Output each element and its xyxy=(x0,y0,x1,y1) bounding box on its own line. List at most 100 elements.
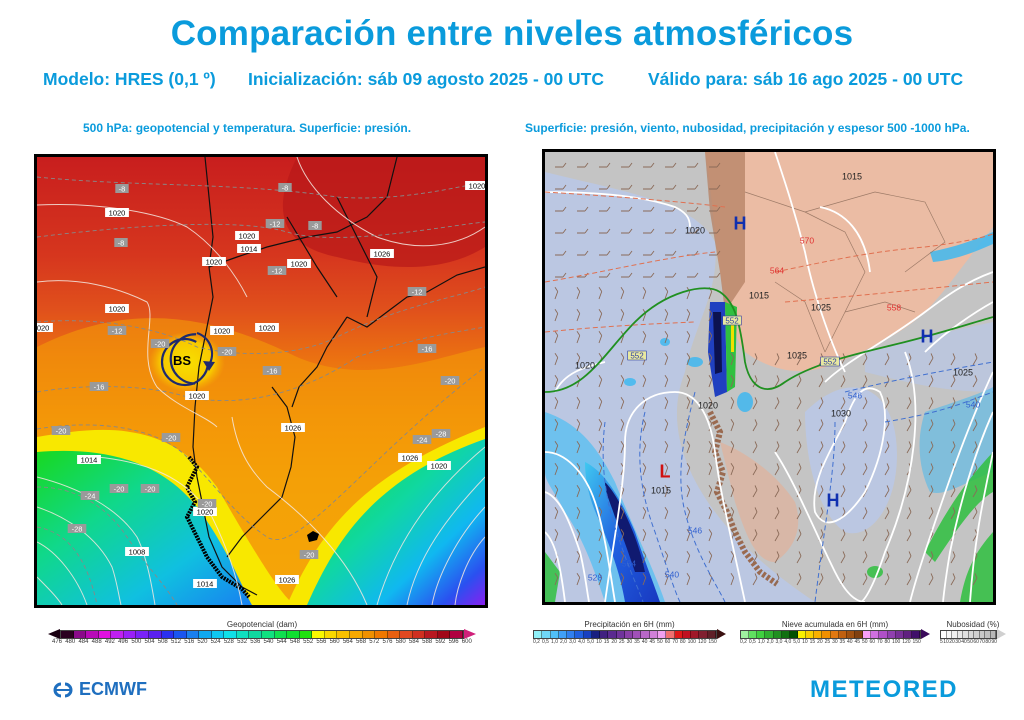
legend-color-bar xyxy=(940,629,997,639)
bs-label: BS xyxy=(173,353,192,368)
isobar-label: 1020 xyxy=(575,361,595,371)
legend-max-arrow xyxy=(717,629,726,639)
legend-swatch xyxy=(148,630,162,638)
legend-tick: 544 xyxy=(276,639,287,645)
legend-tick: 572 xyxy=(369,639,380,645)
valid-label: Válido para: sáb 16 ago 2025 - 00 UTC xyxy=(648,69,964,89)
high-pressure-marker: H xyxy=(827,491,840,511)
isobar-label: 1025 xyxy=(787,351,807,361)
isobar-label: 1014 xyxy=(81,456,98,465)
legend-title: Nubosidad (%) xyxy=(946,620,1000,629)
legend-tick: 548 xyxy=(289,639,300,645)
isobar-label: 1020 xyxy=(685,226,705,236)
legend-swatch xyxy=(262,630,275,638)
snow-legend: Nieve acumulada en 6H (mm) 0,2 0,5 1,0 2,0 3,… xyxy=(740,620,930,645)
isobar-label: 1020 xyxy=(214,327,231,336)
legend-tick: 580 xyxy=(395,639,406,645)
legend-swatch xyxy=(123,630,137,638)
temperature-label: -12 xyxy=(112,327,123,336)
legend-tick: 528 xyxy=(223,639,234,645)
legend-min-arrow xyxy=(48,629,60,639)
legend-title: Nieve acumulada en 6H (mm) xyxy=(781,620,889,629)
geopotential-color-bar xyxy=(60,629,464,639)
isobar-label: 1020 xyxy=(259,324,276,333)
temperature-label: -8 xyxy=(119,185,126,194)
temperature-label: -20 xyxy=(202,500,213,509)
temperature-label: -8 xyxy=(312,222,319,231)
legend-swatch xyxy=(450,630,463,638)
legend-tick: 576 xyxy=(382,639,393,645)
legend-swatch xyxy=(111,630,124,638)
legend-swatch xyxy=(437,630,451,638)
legend-swatch xyxy=(362,630,376,638)
legend-max-arrow xyxy=(997,629,1006,639)
legend-swatch xyxy=(174,630,187,638)
legend-tick: 552 xyxy=(303,639,314,645)
isobar-label: 1015 xyxy=(651,486,671,496)
high-pressure-marker: H xyxy=(734,214,747,234)
surface-pressure-precip-map[interactable]: 1020 1015 1025 1025 1020 1015 1030 1025 1015 1020… xyxy=(542,149,996,605)
temperature-label: -20 xyxy=(56,427,67,436)
isobar-label: 1015 xyxy=(749,291,769,301)
legend-swatch xyxy=(425,630,438,638)
temperature-label: -12 xyxy=(412,288,423,297)
isobar-label: 1014 xyxy=(241,245,258,254)
isobar-label: 1020 xyxy=(109,209,126,218)
legend-swatch xyxy=(299,630,313,638)
geopotential-500hpa-map[interactable]: 1020 1020 1020 1014 1020 1020 1020 1026 1020 1020… xyxy=(34,154,488,608)
geopotential-legend-title: Geopotencial (dam) xyxy=(226,620,298,629)
thickness-label: 546 xyxy=(688,526,702,536)
legend-tick: 592 xyxy=(435,639,446,645)
bs-cutoff-low-marker xyxy=(160,331,215,387)
low-pressure-marker: L xyxy=(660,462,671,482)
legend-swatch xyxy=(387,630,401,638)
legend-tick: 512 xyxy=(170,639,181,645)
legend-tick: 564 xyxy=(342,639,353,645)
thickness-label: 534 xyxy=(622,559,636,569)
isobar-label: 1020 xyxy=(189,392,206,401)
legend-tick: 504 xyxy=(144,639,155,645)
isobar-label: 1008 xyxy=(129,548,146,557)
isobar-label: 1020 xyxy=(197,508,214,517)
legend-swatch xyxy=(274,630,288,638)
thickness-label: 552 xyxy=(725,317,739,326)
surface-map-canvas: 1020 1015 1025 1025 1020 1015 1030 1025 1015 1020… xyxy=(545,152,993,602)
legend-swatch xyxy=(199,630,212,638)
isobar-label: 1020 xyxy=(469,182,485,191)
legend-tick: 476 xyxy=(52,639,63,645)
legend-swatch xyxy=(161,630,175,638)
ecmwf-logo-text: ECMWF xyxy=(79,679,147,699)
legend-swatch xyxy=(61,630,74,638)
legend-swatch xyxy=(349,630,363,638)
temperature-label: -20 xyxy=(304,551,315,560)
isobar-label: 1025 xyxy=(811,303,831,313)
legend-tick: 484 xyxy=(78,639,89,645)
isobar-label: 1026 xyxy=(279,576,296,585)
isobar-label: 1020 xyxy=(239,232,256,241)
legend-tick: 496 xyxy=(118,639,129,645)
isobar-label: 1020 xyxy=(109,305,126,314)
isobar-label: 1020 xyxy=(431,462,448,471)
legend-swatch xyxy=(324,630,338,638)
init-label: Inicialización: sáb 09 agosto 2025 - 00 … xyxy=(248,69,604,89)
legend-tick: 588 xyxy=(422,639,433,645)
legend-swatch xyxy=(136,630,149,638)
legend-swatch xyxy=(86,630,99,638)
temperature-label: -8 xyxy=(118,239,125,248)
legend-ticks: 0,2 0,5 1,0 2,0 3,0 4,0 5,0 10 15 20 25 30 35 40 45 50 6… xyxy=(740,639,921,645)
temperature-label: -20 xyxy=(114,485,125,494)
legend-tick: 540 xyxy=(263,639,274,645)
legend-max-arrow xyxy=(921,629,930,639)
isobar-label: 1026 xyxy=(285,424,302,433)
legend-color-bar xyxy=(740,629,921,639)
temperature-label: -20 xyxy=(445,377,456,386)
isobar-label: 1025 xyxy=(953,368,973,378)
thickness-label: 552 xyxy=(823,358,837,367)
thickness-label: 570 xyxy=(800,236,814,246)
legend-swatch xyxy=(186,630,200,638)
temperature-label: -16 xyxy=(94,383,105,392)
left-map-subtitle: 500 hPa: geopotencial y temperatura. Sup… xyxy=(83,121,412,135)
thickness-label: 564 xyxy=(770,266,784,276)
temperature-label: -24 xyxy=(85,492,96,501)
precipitation-legend: Precipitación en 6H (mm) 0,2 0,5 1,0 2,0 3,0 4… xyxy=(533,620,726,645)
